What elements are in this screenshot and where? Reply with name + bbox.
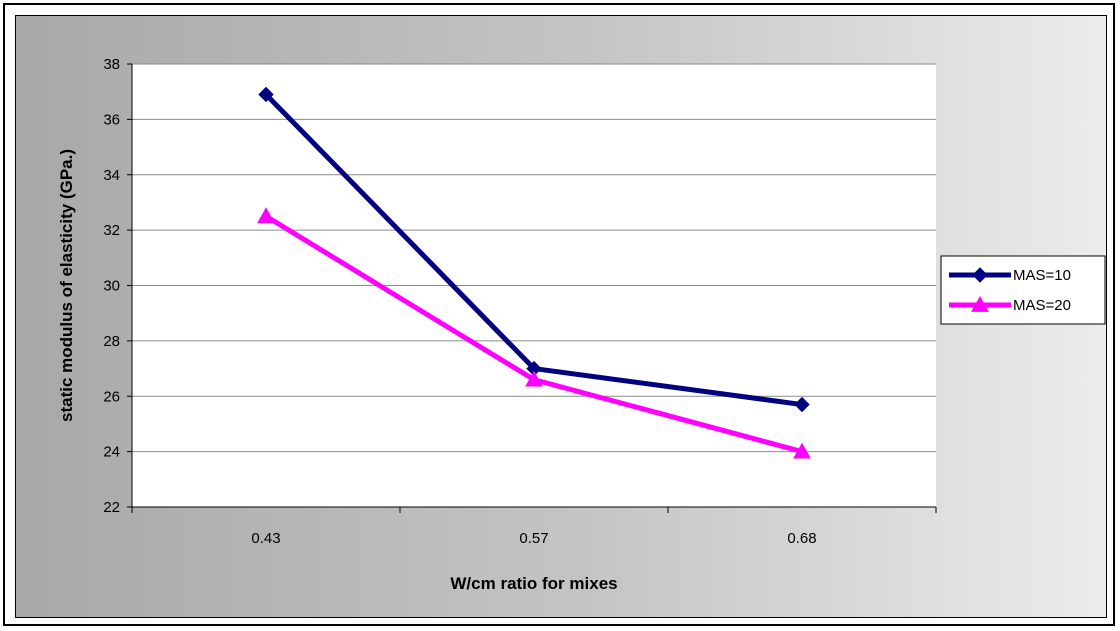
data-point [525, 370, 543, 387]
y-tick-label: 28 [103, 333, 120, 350]
legend-label: MAS=20 [1013, 297, 1071, 314]
data-point [257, 207, 275, 224]
x-tick-label: 0.57 [519, 530, 548, 547]
chart-frame: 22 24 26 28 30 32 34 36 38 0.43 0.57 0.68 W/cm ratio… [3, 3, 1115, 626]
data-point [258, 86, 274, 103]
y-tick-label: 26 [103, 388, 120, 405]
legend [940, 255, 1106, 325]
y-tick-label: 36 [103, 111, 120, 128]
y-tick-label: 34 [103, 167, 120, 184]
y-tick-label: 24 [103, 444, 120, 461]
y-tick-label: 30 [103, 278, 120, 295]
chart-area: 22 24 26 28 30 32 34 36 38 0.43 0.57 0.68 W/cm ratio… [15, 15, 1107, 618]
x-tick-label: 0.68 [787, 530, 816, 547]
y-axis-title: static modulus of elasticity (GPa.) [57, 149, 76, 422]
y-tick-label: 22 [103, 499, 120, 516]
y-tick-label: 38 [103, 56, 120, 73]
legend-marker [971, 295, 989, 312]
x-tick-label: 0.43 [251, 530, 280, 547]
y-tick-label: 32 [103, 222, 120, 239]
line-chart: 22 24 26 28 30 32 34 36 38 0.43 0.57 0.68 W/cm ratio… [57, 56, 1106, 593]
data-point [794, 396, 810, 413]
x-axis-title: W/cm ratio for mixes [450, 574, 617, 593]
legend-label: MAS=10 [1013, 267, 1071, 284]
data-point [793, 442, 811, 459]
legend-marker [972, 267, 988, 283]
